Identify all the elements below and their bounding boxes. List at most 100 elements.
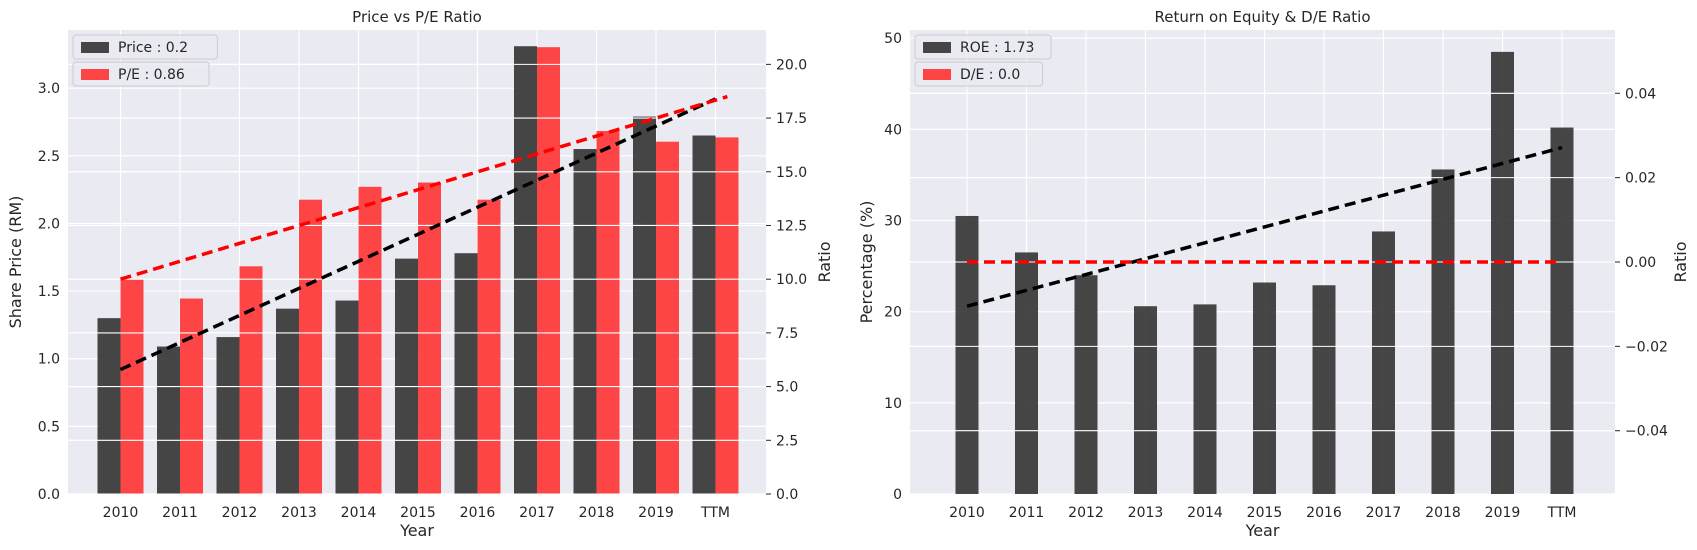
x-tick-label: TTM bbox=[700, 505, 730, 521]
bar-price bbox=[157, 346, 180, 494]
y2-tick-label: 2.5 bbox=[776, 433, 798, 449]
bar-roe bbox=[1431, 169, 1455, 494]
x-tick-label: 2018 bbox=[1425, 505, 1461, 521]
bar-roe bbox=[1372, 231, 1395, 495]
bar-pe bbox=[715, 137, 739, 494]
y2-tick-label: 20.0 bbox=[776, 57, 807, 73]
y2-tick-label: 5.0 bbox=[776, 380, 798, 396]
y2-tick-label: 17.5 bbox=[776, 111, 807, 127]
y2-tick-label: −0.02 bbox=[1625, 339, 1668, 355]
bar-price bbox=[514, 46, 537, 494]
legend-label: ROE : 1.73 bbox=[960, 40, 1034, 56]
bar-pe bbox=[358, 186, 382, 494]
x-tick-label: 2019 bbox=[1485, 505, 1521, 521]
y-tick-label: 50 bbox=[884, 31, 902, 47]
bar-roe bbox=[1074, 275, 1098, 494]
bar-roe bbox=[1312, 285, 1336, 494]
y2-tick-label: 0.0 bbox=[776, 487, 798, 503]
legend: ROE : 1.73 D/E : 0.0 bbox=[914, 34, 1052, 87]
legend-label: P/E : 0.86 bbox=[118, 67, 185, 83]
legend-swatch bbox=[923, 69, 951, 80]
y2-tick-label: −0.04 bbox=[1625, 424, 1668, 440]
y2-tick-label: 0.02 bbox=[1625, 171, 1656, 187]
bar-pe bbox=[180, 298, 203, 494]
y2-axis-label: Ratio bbox=[815, 241, 834, 282]
x-tick-label: 2017 bbox=[519, 505, 555, 521]
y2-tick-label: 15.0 bbox=[776, 165, 807, 181]
bar-roe bbox=[1550, 127, 1574, 494]
bar-price bbox=[216, 337, 240, 494]
bar-pe bbox=[656, 141, 679, 494]
bar-pe bbox=[477, 199, 501, 494]
x-tick-label: 2015 bbox=[400, 505, 436, 521]
y-tick-label: 30 bbox=[884, 214, 902, 230]
x-tick-label: 2015 bbox=[1247, 505, 1283, 521]
bar-price bbox=[454, 253, 478, 494]
bar-pe bbox=[596, 130, 620, 495]
chart-panel-1: 0.0 0.5 1.0 1.5 2.0 2.5 3.0 0.0 2.5 5.0 7.5 10.0 12.… bbox=[6, 8, 834, 540]
bar-pe bbox=[418, 182, 441, 494]
x-tick-label: 2012 bbox=[1068, 505, 1104, 521]
chart-title: Price vs P/E Ratio bbox=[352, 8, 482, 26]
y2-tick-label: 10.0 bbox=[776, 272, 807, 288]
x-tick-label: 2017 bbox=[1366, 505, 1402, 521]
legend: Price : 0.2 P/E : 0.86 bbox=[72, 34, 218, 87]
bar-roe bbox=[1193, 304, 1217, 494]
legend-box bbox=[72, 34, 218, 60]
y2-tick-label: 0.00 bbox=[1625, 255, 1656, 271]
x-tick-label: 2013 bbox=[281, 505, 317, 521]
y-tick-label: 10 bbox=[884, 396, 902, 412]
bar-pe bbox=[239, 266, 263, 494]
bar-pe bbox=[537, 47, 560, 495]
y-tick-label: 40 bbox=[884, 122, 902, 138]
legend-swatch bbox=[81, 42, 109, 53]
bar-price bbox=[335, 300, 359, 494]
y-tick-label: 2.5 bbox=[38, 149, 60, 165]
x-tick-label: 2013 bbox=[1128, 505, 1164, 521]
y-tick-label: 1.0 bbox=[38, 352, 60, 368]
x-tick-label: TTM bbox=[1547, 505, 1577, 521]
trendline-black bbox=[119, 97, 717, 372]
x-tick-label: 2011 bbox=[1009, 505, 1045, 521]
bar-price bbox=[395, 258, 418, 494]
bar-price bbox=[97, 318, 121, 494]
y-tick-label: 1.5 bbox=[38, 284, 60, 300]
x-tick-label: 2019 bbox=[638, 505, 674, 521]
bar-roe bbox=[1134, 306, 1157, 494]
legend-swatch bbox=[923, 42, 951, 53]
x-tick-label: 2010 bbox=[103, 505, 139, 521]
y-tick-label: 0 bbox=[893, 487, 902, 503]
y-axis-label: Share Price (RM) bbox=[6, 196, 25, 329]
y-tick-label: 3.0 bbox=[38, 81, 60, 97]
x-tick-label: 2012 bbox=[222, 505, 258, 521]
x-tick-label: 2014 bbox=[341, 505, 377, 521]
bar-roe bbox=[1253, 282, 1276, 494]
x-axis-label: Year bbox=[399, 521, 434, 540]
x-axis-label: Year bbox=[1245, 521, 1280, 540]
trendline-black bbox=[966, 145, 1563, 308]
bar-price bbox=[573, 149, 597, 494]
bar-pe bbox=[299, 199, 322, 494]
legend-swatch bbox=[81, 69, 109, 80]
y-tick-label: 0.5 bbox=[38, 419, 60, 435]
x-tick-label: 2016 bbox=[460, 505, 496, 521]
y2-axis-label: Ratio bbox=[1671, 241, 1690, 282]
chart-panel-2: 0 10 20 30 40 50 −0.04 −0.02 0.00 0.02 0.04 2010 201… bbox=[857, 8, 1690, 540]
legend-label: D/E : 0.0 bbox=[960, 67, 1020, 83]
trendline-red bbox=[119, 94, 728, 281]
y-axis-label: Percentage (%) bbox=[857, 201, 876, 324]
y2-tick-label: 7.5 bbox=[776, 326, 798, 342]
y-tick-label: 2.0 bbox=[38, 216, 60, 232]
x-tick-label: 2010 bbox=[949, 505, 985, 521]
bar-roe bbox=[955, 215, 979, 494]
y-tick-label: 20 bbox=[884, 305, 902, 321]
bar-roe bbox=[1491, 51, 1514, 494]
bar-price bbox=[276, 308, 299, 494]
x-tick-label: 2016 bbox=[1306, 505, 1342, 521]
y2-tick-label: 12.5 bbox=[776, 218, 807, 234]
x-tick-label: 2011 bbox=[162, 505, 198, 521]
legend-label: Price : 0.2 bbox=[118, 40, 188, 56]
chart-title: Return on Equity & D/E Ratio bbox=[1154, 8, 1370, 26]
x-tick-label: 2018 bbox=[579, 505, 615, 521]
